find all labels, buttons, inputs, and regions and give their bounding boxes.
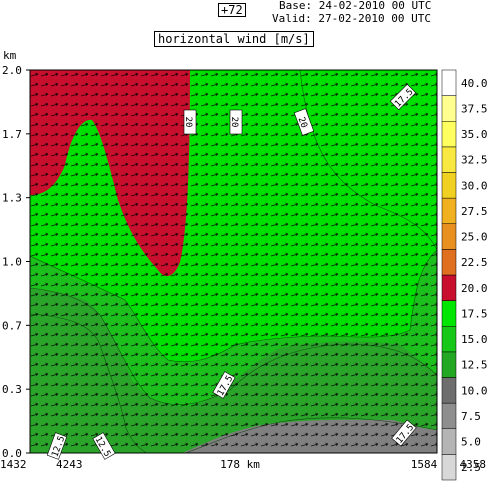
colorbar-segment	[441, 402, 457, 429]
svg-text:20: 20	[296, 116, 309, 130]
colorbar-segment	[441, 121, 457, 148]
y-axis: 0.0 0.3 0.7 1.0 1.3 1.7 2.0	[2, 64, 30, 460]
x-tick-label: 4358	[460, 458, 487, 471]
colorbar-tick-label: 40.0	[461, 77, 487, 90]
colorbar-segment	[441, 351, 457, 378]
y-tick-label: 1.7	[2, 128, 22, 141]
colorbar-segment	[441, 428, 457, 455]
colorbar-tick-label: 5.0	[461, 436, 481, 449]
colorbar-tick-label: 22.5	[461, 256, 487, 269]
colorbar-tick-label: 30.0	[461, 179, 487, 192]
colorbar-tick-label: 32.5	[461, 154, 487, 167]
x-tick-label: 178 km	[220, 458, 260, 471]
svg-text:20: 20	[183, 117, 193, 128]
colorbar-segment	[441, 326, 457, 353]
valid-value: 27-02-2010 00 UTC	[318, 12, 431, 25]
y-tick-label: 0.7	[2, 319, 22, 332]
colorbar-segment	[441, 274, 457, 301]
contour-label: 20	[293, 108, 315, 136]
colorbar: 2.5 5.0 7.5 10.0 12.5 15.0 17.5 20.0 22.5 25.0 27.…	[441, 69, 487, 481]
forecast-step-box: +72	[218, 3, 246, 17]
contour-label: 20	[229, 109, 243, 135]
colorbar-segment	[441, 300, 457, 327]
colorbar-tick-label: 20.0	[461, 282, 487, 295]
colorbar-segment	[441, 454, 457, 481]
colorbar-tick-label: 25.0	[461, 231, 487, 244]
contour-label: 20	[183, 109, 197, 135]
field-title: horizontal wind [m/s]	[158, 32, 310, 46]
y-tick-label: 2.0	[2, 64, 22, 77]
forecast-step: +72	[221, 3, 243, 17]
colorbar-tick-label: 10.0	[461, 384, 487, 397]
base-value: 24-02-2010 00 UTC	[318, 0, 432, 12]
x-axis: 1432 4243 178 km 1584 4358	[0, 458, 486, 471]
base-line: Base: 24-02-2010 00 UTC	[279, 0, 431, 12]
colorbar-segment	[441, 95, 457, 122]
colorbar-segment	[441, 69, 457, 96]
colorbar-tick-label: 12.5	[461, 359, 487, 372]
x-tick-label: 4243	[56, 458, 83, 471]
valid-line: Valid: 27-02-2010 00 UTC	[272, 13, 431, 25]
y-tick-label: 1.3	[2, 192, 22, 205]
colorbar-tick-label: 2.5	[461, 461, 481, 474]
x-tick-label: 1584	[411, 458, 438, 471]
colorbar-segment	[441, 377, 457, 404]
colorbar-tick-label: 7.5	[461, 410, 481, 423]
svg-text:20: 20	[229, 117, 239, 128]
colorbar-tick-label: 15.0	[461, 333, 487, 346]
y-tick-label: 0.0	[2, 447, 22, 460]
colorbar-segment	[441, 223, 457, 250]
colorbar-segment	[441, 146, 457, 173]
colorbar-tick-label: 27.5	[461, 205, 487, 218]
field-title-box: horizontal wind [m/s]	[154, 31, 314, 47]
y-tick-label: 1.0	[2, 256, 22, 269]
colorbar-segment	[441, 249, 457, 276]
colorbar-segment	[441, 172, 457, 199]
valid-label: Valid:	[272, 12, 312, 25]
x-tick-label: 1432	[0, 458, 27, 471]
y-axis-unit: km	[3, 49, 17, 62]
y-tick-label: 0.3	[2, 383, 22, 396]
colorbar-tick-label: 37.5	[461, 102, 487, 115]
colorbar-tick-label: 35.0	[461, 128, 487, 141]
colorbar-tick-label: 17.5	[461, 307, 487, 320]
colorbar-segment	[441, 197, 457, 224]
base-label: Base:	[279, 0, 313, 12]
